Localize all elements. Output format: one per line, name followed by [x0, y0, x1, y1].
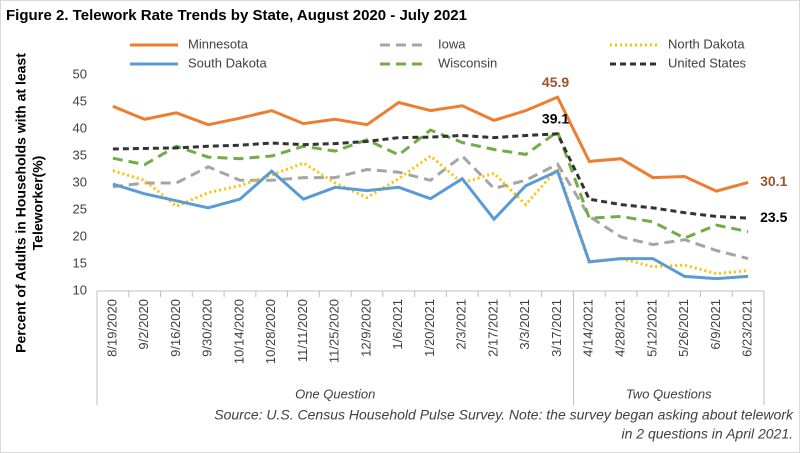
y-tick-label: 25: [73, 201, 87, 216]
legend-label: South Dakota: [188, 55, 268, 70]
y-tick-label: 15: [73, 255, 87, 270]
legend-label: Iowa: [438, 36, 466, 51]
legend-label: North Dakota: [668, 36, 745, 51]
x-tick-label: 6/9/2021: [708, 299, 723, 350]
series-line: [112, 95, 749, 193]
x-tick-label: 9/30/2020: [200, 299, 215, 357]
source-note: Source: U.S. Census Household Pulse Surv…: [214, 407, 794, 423]
y-tick-label: 35: [73, 147, 87, 162]
group-label: One Question: [295, 386, 375, 401]
y-tick-label: 20: [73, 228, 87, 243]
source-note: in 2 questions in April 2021.: [622, 426, 793, 442]
x-tick-label: 6/23/2021: [740, 299, 755, 357]
y-axis-label: Percent of Adults in Households with at …: [13, 53, 29, 353]
x-tick-label: 10/14/2020: [231, 299, 246, 364]
x-tick-label: 9/16/2020: [168, 299, 183, 357]
data-label: 30.1: [760, 173, 787, 189]
x-tick-label: 9/2/2020: [136, 299, 151, 350]
x-tick-label: 10/28/2020: [263, 299, 278, 364]
x-tick-label: 8/19/2020: [104, 299, 119, 357]
y-tick-label: 50: [73, 66, 87, 81]
x-tick-label: 12/9/2020: [358, 299, 373, 357]
legend-label: United States: [668, 55, 747, 70]
y-tick-label: 45: [73, 93, 87, 108]
data-label: 45.9: [542, 74, 569, 90]
series-line: [112, 154, 749, 276]
x-tick-label: 5/26/2021: [676, 299, 691, 357]
x-tick-label: 3/17/2021: [549, 299, 564, 357]
group-label: Two Questions: [626, 386, 712, 401]
series-line: [112, 169, 749, 281]
data-label: 23.5: [760, 209, 787, 225]
x-tick-label: 2/17/2021: [485, 299, 500, 357]
series-line: [112, 154, 749, 261]
series-line: [112, 128, 749, 240]
x-tick-label: 1/6/2021: [390, 299, 405, 350]
x-tick-label: 4/28/2021: [613, 299, 628, 357]
x-tick-label: 4/14/2021: [581, 299, 596, 357]
data-label: 39.1: [542, 111, 569, 127]
chart-title: Figure 2. Telework Rate Trends by State,…: [6, 7, 467, 24]
series-line: [112, 132, 749, 220]
x-tick-label: 5/12/2021: [644, 299, 659, 357]
legend-label: Wisconsin: [438, 55, 497, 70]
x-tick-label: 2/3/2021: [454, 299, 469, 350]
x-tick-label: 11/25/2020: [327, 299, 342, 363]
x-tick-label: 1/20/2021: [422, 299, 437, 357]
x-tick-label: 11/11/2020: [295, 299, 310, 362]
y-tick-label: 10: [73, 282, 87, 297]
y-axis-label: Teleworker(%): [30, 156, 46, 251]
y-tick-label: 30: [73, 174, 87, 189]
y-tick-label: 40: [73, 120, 87, 135]
x-tick-label: 3/3/2021: [517, 299, 532, 350]
legend-label: Minnesota: [188, 36, 249, 51]
